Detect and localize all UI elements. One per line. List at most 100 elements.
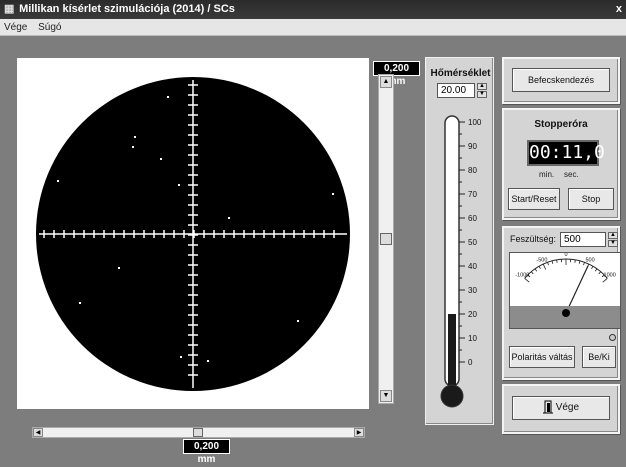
start-reset-button[interactable]: Start/Reset bbox=[508, 188, 560, 210]
voltmeter: -1000 -500 0 500 1000 bbox=[509, 252, 621, 329]
power-toggle-button[interactable]: Be/Ki bbox=[582, 346, 616, 368]
oil-droplet bbox=[118, 267, 120, 269]
thermometer-panel: Hőmérséklet 20.00 ▲ ▼ 100 90 80 70 60 50 40 30 2… bbox=[425, 57, 494, 425]
door-exit-icon bbox=[542, 400, 553, 414]
voltmeter-tick bbox=[602, 277, 608, 283]
voltmeter-tick bbox=[578, 260, 581, 264]
voltmeter-tick bbox=[527, 274, 531, 278]
microscope-view bbox=[17, 58, 369, 409]
voltmeter-tick bbox=[583, 262, 585, 266]
oil-droplets bbox=[57, 96, 334, 362]
oil-droplet bbox=[57, 180, 59, 182]
stopwatch-display: 00:11,0 bbox=[527, 140, 605, 166]
scroll-left-icon[interactable]: ◀ bbox=[33, 428, 43, 437]
voltmeter-tick bbox=[598, 271, 602, 275]
voltmeter-scale-label: -500 bbox=[536, 257, 547, 263]
thermometer-tick-label: 10 bbox=[468, 334, 477, 343]
oil-droplet bbox=[79, 302, 81, 304]
voltmeter-needle bbox=[565, 265, 589, 314]
polarity-switch-button[interactable]: Polaritás váltás bbox=[509, 346, 575, 368]
voltmeter-scale-label: 0 bbox=[564, 253, 567, 258]
injection-button[interactable]: Befecskendezés bbox=[512, 68, 610, 92]
thermometer-bulb bbox=[440, 384, 464, 408]
voltmeter-tick bbox=[601, 274, 605, 278]
stopwatch-title: Stopperóra bbox=[534, 119, 588, 130]
vertical-scrollbar[interactable]: ▲ ▼ bbox=[378, 74, 394, 404]
voltmeter-tick bbox=[594, 268, 598, 272]
exit-label: Vége bbox=[555, 402, 580, 413]
thermometer-tick-label: 50 bbox=[468, 238, 477, 247]
oil-droplet bbox=[207, 360, 209, 362]
injection-panel: Befecskendezés bbox=[502, 57, 620, 104]
voltmeter-tick bbox=[534, 268, 538, 272]
horizontal-scroll-thumb[interactable] bbox=[193, 428, 203, 437]
oil-droplet bbox=[332, 193, 334, 195]
stop-button[interactable]: Stop bbox=[568, 188, 614, 210]
thermometer-tick-label: 60 bbox=[468, 214, 477, 223]
oil-droplet bbox=[178, 184, 180, 186]
thermometer-tick-label: 80 bbox=[468, 166, 477, 175]
voltmeter-tick bbox=[547, 262, 549, 266]
thermometer-tick-label: 20 bbox=[468, 310, 477, 319]
scroll-down-icon[interactable]: ▼ bbox=[380, 390, 392, 402]
seconds-label: sec. bbox=[564, 170, 579, 179]
voltmeter-tick bbox=[574, 259, 576, 263]
scroll-right-icon[interactable]: ▶ bbox=[354, 428, 364, 437]
voltage-input[interactable]: 500 bbox=[560, 232, 606, 247]
exit-button[interactable]: Vége bbox=[512, 396, 610, 420]
scroll-up-icon[interactable]: ▲ bbox=[380, 76, 392, 88]
thermometer-fill bbox=[448, 314, 456, 386]
oil-droplet bbox=[132, 146, 134, 148]
oil-droplet bbox=[167, 96, 169, 98]
voltmeter-tick bbox=[542, 263, 547, 270]
power-indicator-icon bbox=[609, 334, 616, 341]
app-icon: ▦ bbox=[4, 3, 15, 15]
temperature-title: Hőmérséklet bbox=[430, 68, 491, 79]
voltmeter-tick bbox=[591, 266, 594, 270]
oil-droplet bbox=[180, 356, 182, 358]
thermometer-tick-label: 0 bbox=[468, 358, 473, 367]
horizontal-scale-label: 0,200 mm bbox=[183, 439, 230, 465]
vertical-scale-label: 0,200 mm bbox=[373, 61, 420, 87]
temperature-input[interactable]: 20.00 bbox=[437, 83, 475, 98]
close-icon[interactable]: x bbox=[615, 3, 622, 15]
oil-droplet bbox=[160, 158, 162, 160]
minutes-label: min. bbox=[539, 170, 555, 179]
window-title: Millikan kísérlet szimulációja (2014) / … bbox=[19, 3, 235, 15]
voltmeter-tick bbox=[530, 271, 534, 275]
voltmeter-scale-label: 1000 bbox=[604, 272, 616, 278]
voltmeter-tick bbox=[551, 260, 554, 264]
voltmeter-tick bbox=[556, 259, 558, 263]
voltage-label: Feszültség: bbox=[510, 234, 557, 244]
thermometer-tick-label: 70 bbox=[468, 190, 477, 199]
voltmeter-dial: -1000 -500 0 500 1000 bbox=[515, 253, 616, 314]
voltage-down-icon[interactable]: ▼ bbox=[608, 240, 618, 247]
voltmeter-tick bbox=[524, 277, 530, 283]
stopwatch-panel: Stopperóra 00:11,0 min. sec. Start/Reset… bbox=[502, 108, 620, 220]
voltmeter-pivot bbox=[562, 309, 570, 317]
thermometer-tick-label: 40 bbox=[468, 262, 477, 271]
exit-panel: Vége bbox=[502, 384, 620, 434]
thermometer-tick-label: 100 bbox=[468, 118, 482, 127]
crosshair bbox=[39, 80, 347, 388]
temperature-down-icon[interactable]: ▼ bbox=[477, 91, 487, 98]
horizontal-scrollbar[interactable]: ◀ ▶ bbox=[32, 427, 365, 438]
voltage-up-icon[interactable]: ▲ bbox=[608, 232, 618, 239]
menu-item-sugo[interactable]: Súgó bbox=[38, 22, 62, 33]
microscope-field bbox=[36, 77, 350, 391]
temperature-up-icon[interactable]: ▲ bbox=[477, 83, 487, 90]
thermometer-tick-label: 90 bbox=[468, 142, 477, 151]
voltage-panel: Feszültség: 500 ▲ ▼ -1000 -500 0 500 1000 Po… bbox=[502, 226, 621, 380]
menu-item-vege[interactable]: Vége bbox=[4, 22, 28, 33]
voltmeter-tick bbox=[538, 266, 541, 270]
thermometer-tick-label: 30 bbox=[468, 286, 477, 295]
menu-bar: Vége Súgó bbox=[0, 19, 626, 36]
oil-droplet bbox=[228, 217, 230, 219]
voltmeter-scale-label: -1000 bbox=[515, 272, 529, 278]
oil-droplet bbox=[297, 320, 299, 322]
voltmeter-base bbox=[510, 306, 620, 328]
vertical-scroll-thumb[interactable] bbox=[380, 233, 392, 245]
